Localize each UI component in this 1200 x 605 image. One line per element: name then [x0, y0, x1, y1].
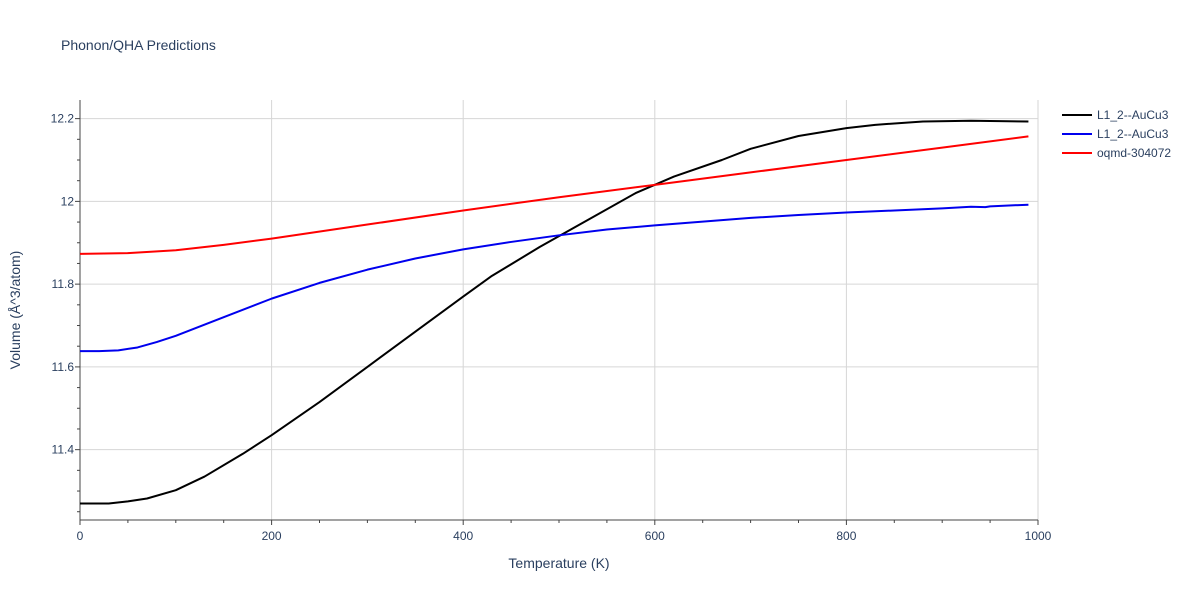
x-tick-label: 200 — [262, 529, 282, 543]
y-tick-label: 11.4 — [52, 443, 75, 457]
y-tick-label: 12 — [61, 194, 75, 208]
x-tick-label: 400 — [453, 529, 473, 543]
x-axis-title: Temperature (K) — [508, 555, 609, 571]
legend-label: oqmd-304072 — [1097, 146, 1171, 160]
legend-label: L1_2--AuCu3 — [1097, 127, 1169, 141]
x-tick-label: 800 — [836, 529, 856, 543]
chart-title: Phonon/QHA Predictions — [61, 37, 216, 53]
legend-label: L1_2--AuCu3 — [1097, 108, 1169, 122]
x-tick-label: 0 — [77, 529, 84, 543]
y-axis-title: Volume (Å^3/atom) — [7, 251, 23, 370]
series-line-1[interactable] — [80, 203, 1029, 353]
series-line-2[interactable] — [79, 135, 1029, 255]
legend-item[interactable]: oqmd-304072 — [1062, 146, 1171, 160]
grid-layer — [80, 100, 1039, 520]
x-tick-label: 1000 — [1025, 529, 1052, 543]
series-line-0[interactable] — [80, 119, 1029, 505]
y-tick-label: 11.8 — [52, 277, 75, 291]
legend-item[interactable]: L1_2--AuCu3 — [1062, 127, 1169, 141]
axes-layer: 0 200 400 600 800 1000 11.4 11.6 11.8 12 12.2 — [51, 100, 1052, 543]
x-tick-label: 600 — [645, 529, 665, 543]
y-tick-label: 11.6 — [52, 360, 75, 374]
series-layer — [79, 119, 1029, 505]
legend-item[interactable]: L1_2--AuCu3 — [1062, 108, 1169, 122]
y-tick-label: 12.2 — [51, 112, 75, 126]
legend[interactable]: L1_2--AuCu3 L1_2--AuCu3 oqmd-304072 — [1062, 108, 1171, 160]
